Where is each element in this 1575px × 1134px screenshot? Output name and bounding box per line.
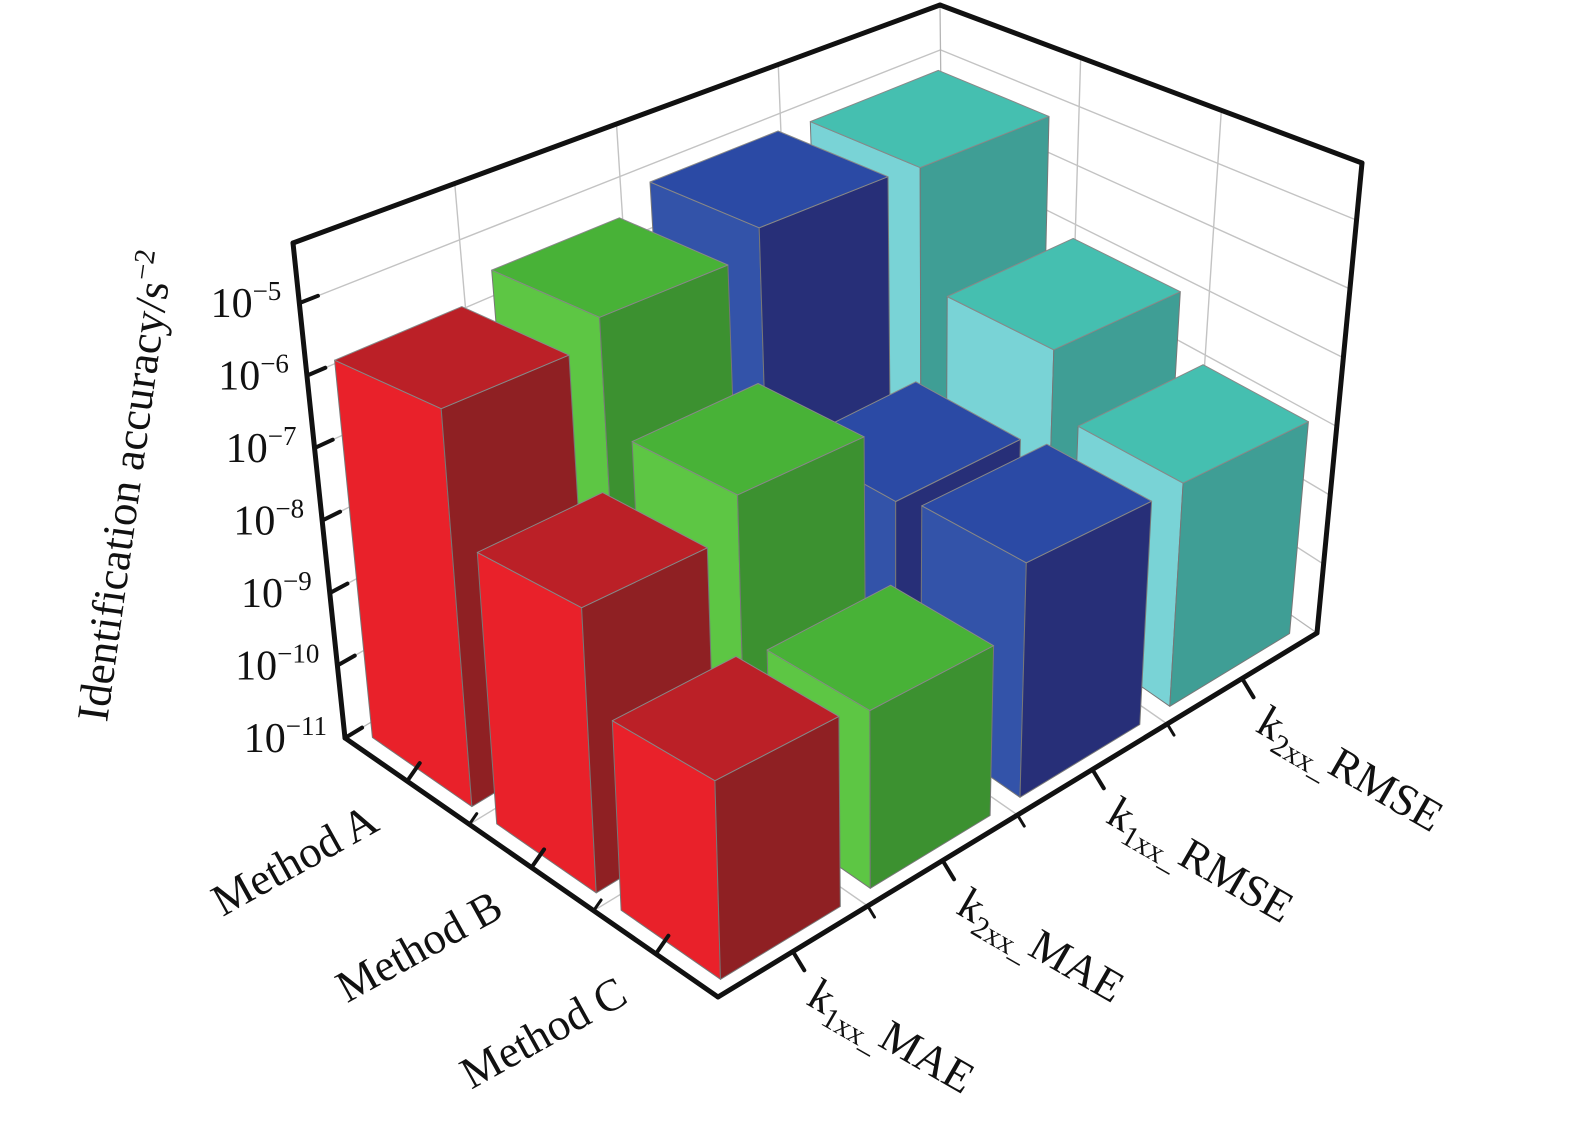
bar-face-top [809,69,1050,169]
bar-method-c-k1xx_mae [611,655,841,980]
bar-face-top [611,655,840,782]
z-tick-label: 10−5 [211,276,282,327]
left-wall-top-edge [290,2,943,246]
series-axis-tick [940,858,957,882]
z-axis-tick [343,725,365,740]
z-tick-label: 10−10 [235,639,319,690]
bar-face-top [631,383,865,496]
series-axis-tick [1090,767,1106,791]
z-axis-tick [335,653,357,668]
axis-ticks [297,293,1256,973]
z-axis-tick [327,581,350,596]
z-tick-label: 10−8 [233,494,304,545]
z-axis-tick [304,365,328,378]
bar-face-top [649,130,889,229]
bars [334,69,1309,980]
method-axis-minor-tick [592,898,603,913]
z-axis-tick [320,509,343,523]
bar-face-top [491,217,729,318]
right-wall-top-edge [937,2,1365,166]
z-axis-tick [312,437,335,451]
series-label-k1xx_rmse: k1xx_RMSE [1096,787,1302,939]
z-axis-line [290,240,348,741]
series-label-k2xx_mae: k2xx_MAE [946,878,1133,1019]
z-axis-tick [297,293,320,306]
grid-right-wall-decade [939,49,1358,221]
bar-face-top [1077,364,1309,484]
z-tick-label: 10−7 [226,421,297,472]
series-axis-tick [1240,676,1256,700]
method-axis-minor-tick [467,812,479,826]
z-tick-label: 10−6 [218,349,289,400]
bar-face-top [334,306,570,410]
bar-face-top [946,237,1181,351]
bar-face-top [476,492,708,609]
z-tick-label: 10−11 [244,711,327,762]
method-label-method-a: Method A [203,794,386,926]
series-axis-minor-tick [1165,722,1176,737]
method-label-method-b: Method B [328,881,511,1013]
bar-face-top [766,584,995,711]
series-axis-minor-tick [866,904,877,919]
z-axis-title: Identification accuracy/s−2 [64,247,183,724]
series-axis-tick [790,949,807,973]
method-label-method-c: Method C [452,967,635,1099]
z-tick-label: 10−9 [241,566,312,617]
method-axis-tick [405,761,422,784]
right-wall-right-edge [1314,160,1365,636]
series-label-k2xx_rmse: k2xx_RMSE [1246,696,1452,848]
bar-face-top [921,443,1153,564]
series-axis-minor-tick [1016,813,1026,828]
series-label-k1xx_mae: k1xx_MAE [796,969,983,1110]
method-axis-tick [653,933,671,956]
method-axis-tick [529,847,547,870]
